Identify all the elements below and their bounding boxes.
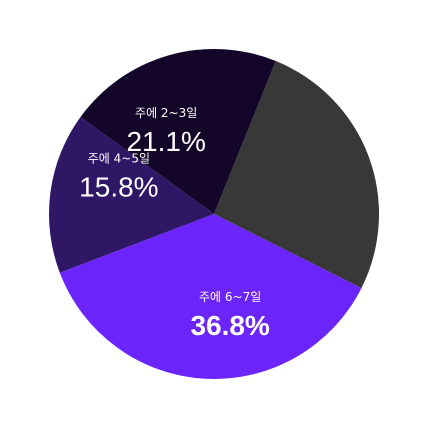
- pie-slice: [59, 214, 362, 379]
- slice-category-label: 주에 4~5일: [88, 151, 150, 165]
- pie-slices: [48, 48, 379, 379]
- slice-category-label: 주에 2~3일: [135, 106, 197, 120]
- slice-percent-label: 36.8%: [190, 310, 269, 341]
- pie-slice: [80, 48, 276, 214]
- pie-slice: [48, 116, 214, 273]
- slice-category-label: 주에 6~7일: [199, 290, 261, 304]
- slice-percent-label: 21.1%: [126, 126, 205, 157]
- pie-slice: [214, 61, 379, 289]
- pie-labels: 주에 6~7일 36.8% 주에 4~5일 15.8% 주에 2~3일 21.1%: [79, 106, 270, 341]
- slice-percent-label: 15.8%: [79, 171, 158, 202]
